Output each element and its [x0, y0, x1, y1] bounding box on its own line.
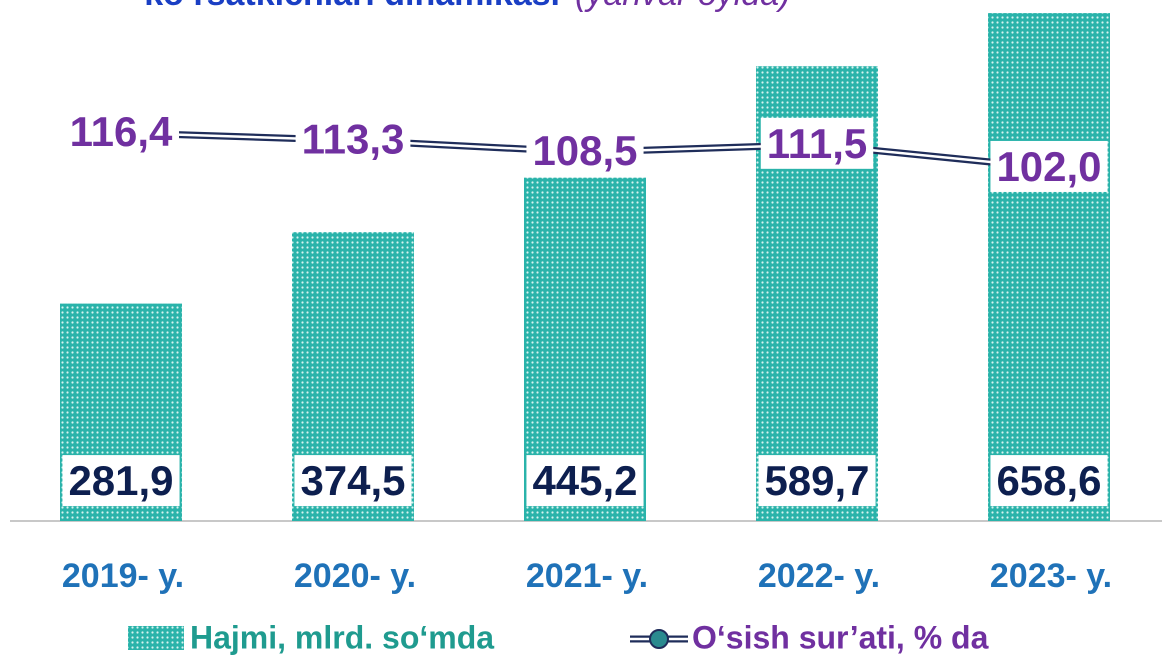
line-value-label-box — [760, 117, 874, 169]
legend: Hajmi, mlrd. so‘mda O‘sish sur’ati, % da — [128, 619, 989, 655]
bar-value-label-box — [758, 455, 876, 507]
line-value-label-box — [526, 125, 644, 177]
bar-value-label-box — [990, 455, 1108, 507]
bar — [988, 13, 1110, 521]
line-value-label: 116,4 — [70, 108, 173, 155]
bar-value-label: 658,6 — [996, 457, 1101, 504]
line-value-label-box — [990, 140, 1108, 192]
bar-value-label: 374,5 — [300, 457, 405, 504]
bar-value-label-box — [294, 455, 412, 507]
line-value-label-box — [63, 105, 180, 157]
bar-value-label-box — [62, 455, 180, 507]
legend-label: O‘sish sur’ati, % da — [692, 619, 989, 655]
line-value-label: 108,5 — [532, 127, 637, 174]
line-value-label-box — [295, 113, 411, 165]
bar-value-label: 445,2 — [532, 457, 637, 504]
legend-swatch-marker — [649, 629, 669, 649]
line-value-label: 113,3 — [302, 115, 405, 162]
chart-subtitle: (yanvar oyida) — [575, 0, 790, 13]
bar-value-label: 589,7 — [764, 457, 869, 504]
x-tick-label: 2022- y. — [758, 557, 880, 595]
line-value-label: 111,5 — [767, 120, 867, 167]
legend-swatch — [128, 626, 184, 650]
x-tick-label: 2023- y. — [990, 557, 1112, 595]
x-tick-label: 2021- y. — [526, 557, 648, 595]
chart-title: ko‘rsatkichlari dinamikasi — [144, 0, 560, 13]
legend-label: Hajmi, mlrd. so‘mda — [190, 619, 494, 655]
bar-value-label-box — [526, 455, 644, 507]
line-value-label: 102,0 — [996, 143, 1101, 190]
x-tick-label: 2019- y. — [62, 557, 184, 595]
x-tick-label: 2020- y. — [294, 557, 416, 595]
bar-value-label: 281,9 — [68, 457, 173, 504]
